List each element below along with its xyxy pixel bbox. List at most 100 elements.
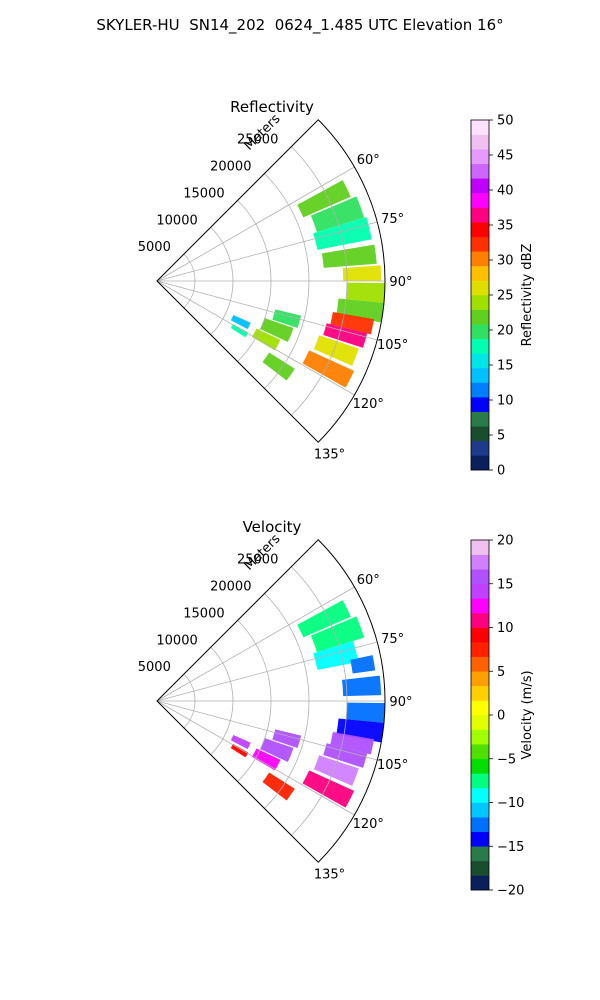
colorbar-swatch <box>471 758 489 774</box>
range-tick-label: 20000 <box>210 160 251 175</box>
colorbar-swatch <box>471 627 489 643</box>
range-tick-label: 5000 <box>138 240 171 255</box>
colorbar-swatch <box>471 367 489 383</box>
sector-outline <box>156 539 386 863</box>
azimuth-tick-label: 105° <box>377 758 408 773</box>
colorbar-swatch <box>471 875 489 891</box>
azimuth-tick-label: 120° <box>353 817 384 832</box>
azimuth-tick-label: 105° <box>377 338 408 353</box>
velocity-cell <box>262 772 295 801</box>
colorbar-swatch <box>471 831 489 847</box>
radial-gridline <box>156 700 355 816</box>
sector-outline <box>156 119 386 443</box>
colorbar-tick-label: 35 <box>497 219 514 234</box>
colorbar-tick-label: 45 <box>497 149 514 164</box>
colorbar-swatch <box>471 207 489 223</box>
colorbar-swatch <box>471 598 489 614</box>
colorbar-swatch <box>471 411 489 427</box>
colorbar-swatch <box>471 802 489 818</box>
velocity-cell <box>251 748 281 771</box>
azimuth-tick-label: 75° <box>381 212 404 227</box>
colorbar-swatch <box>471 671 489 687</box>
reflectivity-cell <box>330 312 375 335</box>
colorbar-swatch <box>471 178 489 194</box>
azimuth-tick-label: 135° <box>314 868 345 883</box>
figure-title: SKYLER-HU SN14_202 0624_1.485 UTC Elevat… <box>96 16 504 34</box>
reflectivity-cell <box>302 350 355 388</box>
colorbar-swatch <box>471 280 489 296</box>
reflectivity-cell <box>321 244 377 268</box>
range-tick-label: 25000 <box>237 133 278 148</box>
colorbar-tick-label: 5 <box>497 429 505 444</box>
colorbar-swatch <box>471 642 489 657</box>
colorbar-swatch <box>471 192 489 208</box>
colorbar-swatch <box>471 860 489 876</box>
colorbar-swatch <box>471 656 489 672</box>
reflectivity-data <box>230 180 385 388</box>
colorbar-swatch <box>471 134 489 150</box>
colorbar-tick-label: −10 <box>497 796 524 811</box>
colorbar-swatch <box>471 744 489 760</box>
radial-gridline <box>156 700 378 761</box>
colorbar-swatch <box>471 353 489 369</box>
velocity-cell <box>230 744 249 758</box>
reflectivity-cell <box>297 180 351 218</box>
colorbar-tick-label: 5 <box>497 665 505 680</box>
colorbar-label: Velocity (m/s) <box>520 670 535 759</box>
azimuth-tick-label: 90° <box>389 695 412 710</box>
reflectivity-cell <box>313 217 372 250</box>
colorbar-swatch <box>471 455 489 471</box>
colorbar-swatch <box>471 554 489 570</box>
reflectivity-panel: Reflectivity500010000150002000025000Mete… <box>138 98 535 479</box>
colorbar-swatch <box>471 295 489 310</box>
reflectivity-title: Reflectivity <box>230 98 314 116</box>
colorbar-swatch <box>471 338 489 354</box>
velocity-cell <box>342 675 382 697</box>
colorbar-tick-label: 15 <box>497 359 514 374</box>
velocity-cell <box>297 600 351 638</box>
reflectivity-cell <box>230 315 251 330</box>
colorbar-swatch <box>471 236 489 252</box>
colorbar-swatch <box>471 540 489 555</box>
colorbar-tick-label: 10 <box>497 621 514 636</box>
colorbar-tick-label: 50 <box>497 114 514 129</box>
colorbar-swatch <box>471 817 489 832</box>
colorbar-tick-label: −5 <box>497 752 516 767</box>
radial-gridline <box>156 280 355 396</box>
colorbar-swatch <box>471 440 489 456</box>
velocity-cell <box>346 702 385 723</box>
velocity-cell <box>230 735 251 750</box>
colorbar-tick-label: 40 <box>497 184 514 199</box>
colorbar-swatch <box>471 309 489 325</box>
colorbar-swatch <box>471 222 489 237</box>
colorbar-swatch <box>471 583 489 599</box>
velocity-data <box>230 600 385 808</box>
velocity-colorbar: −20 −15 −10 −5 0 5 10 15 20 Velocity (m/s) <box>470 534 535 899</box>
velocity-cell <box>260 738 294 763</box>
range-tick-label: 5000 <box>138 660 171 675</box>
colorbar-tick-label: 0 <box>497 464 505 479</box>
velocity-cell <box>313 755 359 786</box>
velocity-panel: Velocity500010000150002000025000Meters60… <box>138 518 535 899</box>
colorbar-swatch <box>471 149 489 165</box>
radial-gridline <box>156 166 355 282</box>
colorbar-swatch <box>471 265 489 281</box>
colorbar-swatch <box>471 787 489 803</box>
radial-gridline <box>156 641 378 702</box>
colorbar-tick-label: 0 <box>497 709 505 724</box>
azimuth-tick-label: 60° <box>357 153 380 168</box>
velocity-cell <box>313 641 359 670</box>
velocity-title: Velocity <box>243 518 302 536</box>
azimuth-tick-label: 120° <box>353 397 384 412</box>
colorbar-swatch <box>471 324 489 340</box>
colorbar-swatch <box>471 729 489 745</box>
reflectivity-cell <box>323 323 368 348</box>
reflectivity-cell <box>336 298 384 323</box>
colorbar-tick-label: 10 <box>497 394 514 409</box>
reflectivity-cell <box>230 324 249 338</box>
colorbar-tick-label: −20 <box>497 884 524 899</box>
range-tick-label: 15000 <box>183 606 224 621</box>
azimuth-tick-label: 90° <box>389 275 412 290</box>
radial-gridline <box>156 221 378 282</box>
colorbar-label: Reflectivity dBZ <box>520 244 535 347</box>
